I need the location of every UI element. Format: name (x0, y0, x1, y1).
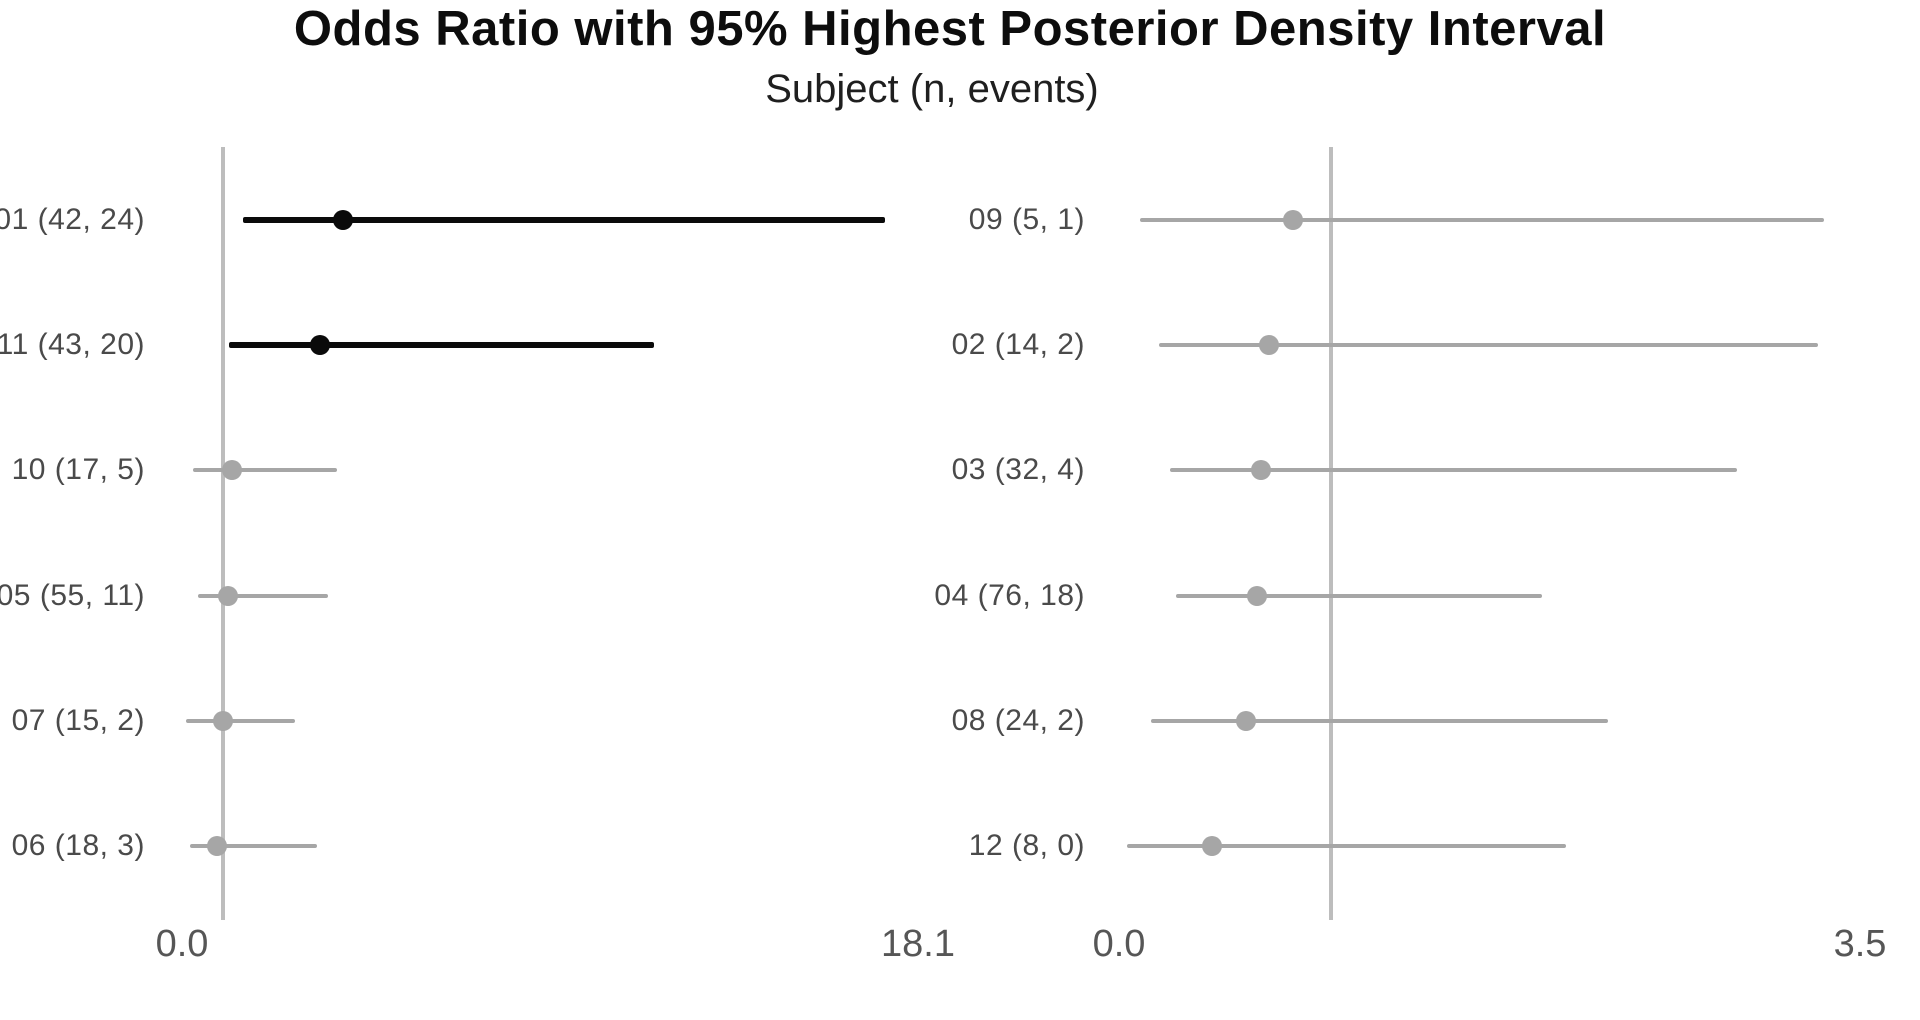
hpdi-interval (1176, 593, 1543, 598)
odds-ratio-dot (1250, 460, 1271, 481)
hpdi-interval (242, 217, 886, 223)
chart-title: Odds Ratio with 95% Highest Posterior De… (293, 2, 1607, 56)
hpdi-interval (1127, 844, 1566, 848)
chart-subtitle: Subject (n, events) (765, 67, 1099, 111)
hpdi-interval (1150, 718, 1609, 723)
hpdi-interval (192, 468, 338, 473)
row-label: 06 (18, 3) (11, 829, 145, 862)
row-label: 04 (76, 18) (934, 578, 1085, 612)
hpdi-interval (197, 593, 328, 598)
reference-line (1328, 147, 1333, 920)
odds-ratio-dot (1236, 710, 1257, 731)
odds-ratio-dot (1202, 836, 1223, 856)
odds-ratio-dot (217, 585, 238, 606)
odds-ratio-dot (222, 460, 242, 481)
hpdi-interval (1169, 468, 1738, 473)
row-label: 02 (14, 2) (951, 328, 1085, 362)
hpdi-interval (1140, 218, 1824, 222)
odds-ratio-dot (310, 335, 331, 356)
row-label: 11 (43, 20) (0, 328, 145, 362)
row-label: 10 (17, 5) (11, 453, 145, 487)
hpdi-interval (186, 718, 296, 723)
hpdi-interval (1159, 343, 1818, 348)
row-label: 12 (8, 0) (968, 829, 1085, 862)
odds-ratio-dot (1259, 335, 1280, 356)
reference-line (220, 147, 225, 920)
odds-ratio-dot (1282, 210, 1303, 230)
odds-ratio-dot (1246, 585, 1267, 606)
odds-ratio-dot (212, 710, 233, 731)
odds-ratio-dot (206, 836, 227, 856)
row-label: 01 (42, 24) (0, 203, 145, 236)
hpdi-interval (228, 342, 654, 349)
odds-ratio-dot (332, 210, 353, 230)
axis-tick-label: 0.0 (1092, 923, 1146, 965)
axis-tick-label: 3.5 (1833, 923, 1887, 965)
row-label: 07 (15, 2) (11, 703, 145, 737)
row-label: 08 (24, 2) (951, 703, 1085, 737)
row-label: 03 (32, 4) (951, 453, 1085, 487)
axis-tick-label: 18.1 (881, 923, 955, 965)
row-label: 09 (5, 1) (968, 203, 1085, 236)
row-label: 05 (55, 11) (0, 578, 145, 612)
hpdi-interval (190, 844, 317, 848)
axis-tick-label: 0.0 (155, 923, 209, 965)
